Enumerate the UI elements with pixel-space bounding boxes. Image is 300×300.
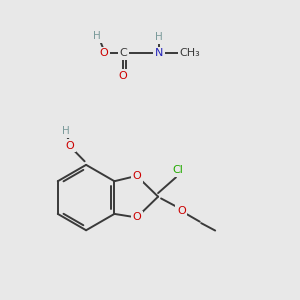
Text: O: O xyxy=(100,48,108,59)
Text: O: O xyxy=(65,140,74,151)
Text: O: O xyxy=(132,171,141,181)
Text: Cl: Cl xyxy=(172,165,183,175)
Text: O: O xyxy=(119,71,128,81)
Text: O: O xyxy=(132,212,141,223)
Text: H: H xyxy=(93,31,101,41)
Text: O: O xyxy=(177,206,186,216)
Text: H: H xyxy=(155,32,163,42)
Text: H: H xyxy=(62,126,70,136)
Text: CH₃: CH₃ xyxy=(180,48,200,59)
Text: C: C xyxy=(119,48,127,59)
Text: N: N xyxy=(155,48,163,59)
